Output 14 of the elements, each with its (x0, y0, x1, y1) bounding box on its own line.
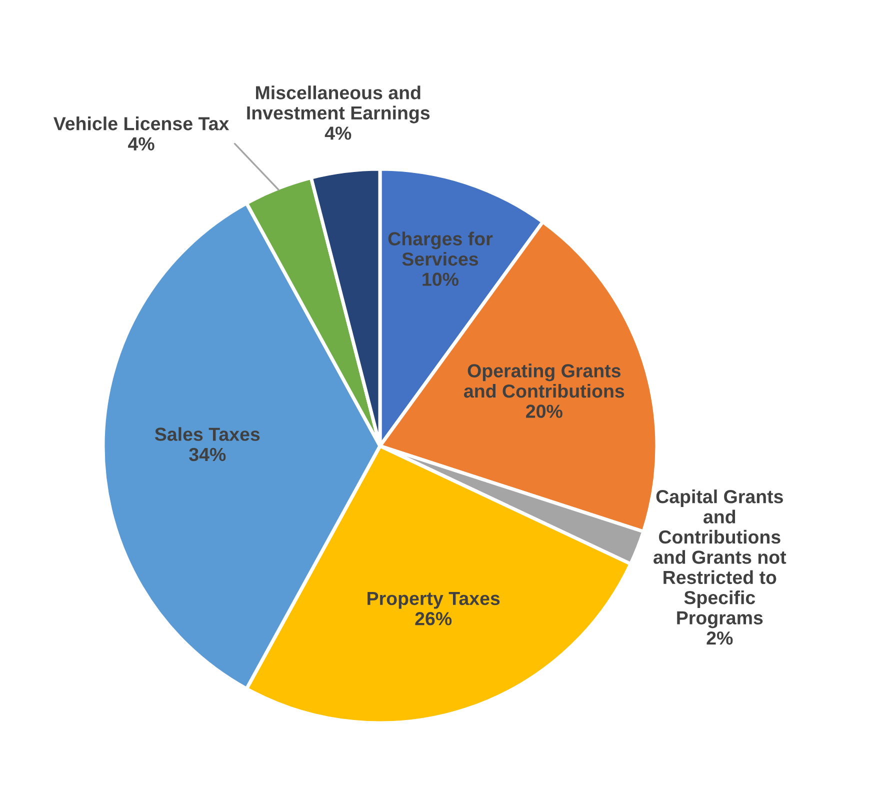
data-label: 26% (415, 612, 452, 626)
data-label: 4% (324, 126, 352, 140)
data-label: 34% (189, 448, 226, 462)
slice-label: Vehicle License Tax (54, 116, 230, 130)
slice-label: Charges for Services (388, 232, 493, 266)
slice-label: Capital Grants and Contributions and Grants not Restricted to Specific Programs (654, 490, 786, 628)
data-label: 10% (422, 272, 458, 286)
data-label: 2% (706, 631, 733, 645)
data-label: 4% (128, 137, 154, 150)
slice-label: Sales Taxes (154, 427, 260, 441)
data-label: 20% (526, 404, 562, 418)
slice-label: Property Taxes (368, 592, 500, 609)
slice-label: Operating Grants and Contributions (464, 364, 624, 398)
slice-label: Miscellaneous and Investment Earnings (247, 86, 430, 124)
